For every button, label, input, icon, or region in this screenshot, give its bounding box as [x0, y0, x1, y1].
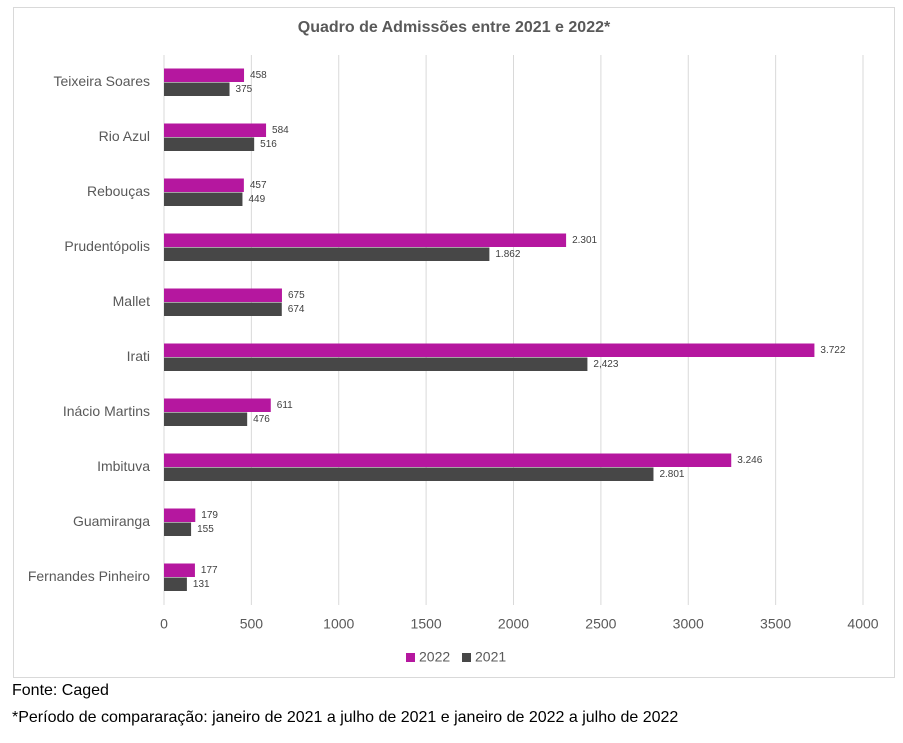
legend-swatch	[462, 653, 471, 662]
bar	[164, 302, 282, 316]
y-tick-label: Guamiranga	[73, 513, 150, 529]
x-tick-label: 1000	[323, 616, 354, 632]
value-label: 457	[250, 180, 267, 191]
source-note: Fonte: Caged	[12, 682, 109, 699]
legend-label: 2021	[475, 649, 506, 665]
value-label: 3.722	[820, 345, 845, 356]
y-tick-label: Rebouças	[87, 183, 150, 199]
bar	[164, 123, 267, 137]
value-label: 179	[201, 510, 218, 521]
value-label: 177	[201, 565, 218, 576]
value-label: 449	[248, 194, 265, 205]
value-label: 375	[236, 84, 253, 95]
bar	[164, 192, 243, 206]
y-tick-label: Rio Azul	[99, 128, 150, 144]
x-tick-label: 2000	[498, 616, 529, 632]
x-tick-label: 3000	[673, 616, 704, 632]
y-tick-label: Fernandes Pinheiro	[28, 568, 150, 584]
value-label: 611	[277, 400, 293, 411]
y-tick-label: Mallet	[113, 293, 150, 309]
value-label: 2.801	[659, 469, 684, 480]
x-tick-label: 500	[240, 616, 264, 632]
bar	[164, 467, 654, 481]
bar	[164, 412, 248, 426]
value-label: 131	[193, 579, 210, 590]
legend-swatch	[406, 653, 415, 662]
y-tick-label: Imbituva	[97, 458, 150, 474]
bar	[164, 233, 567, 247]
footnote: *Período de compararação: janeiro de 202…	[12, 709, 679, 726]
value-label: 584	[272, 125, 289, 136]
x-tick-label: 4000	[847, 616, 878, 632]
bar	[164, 247, 490, 261]
x-tick-label: 0	[160, 616, 168, 632]
y-tick-label: Inácio Martins	[63, 403, 150, 419]
bar	[164, 357, 588, 371]
bar	[164, 398, 271, 412]
value-label: 476	[253, 414, 270, 425]
x-tick-label: 2500	[585, 616, 616, 632]
value-label: 3.246	[737, 455, 762, 466]
bar	[164, 137, 255, 151]
x-tick-label: 1500	[411, 616, 442, 632]
chart-frame	[13, 7, 895, 678]
bar	[164, 522, 192, 536]
value-label: 675	[288, 290, 305, 301]
chart-title: Quadro de Admissões entre 2021 e 2022*	[298, 19, 611, 36]
y-tick-label: Irati	[127, 348, 150, 364]
chart: Quadro de Admissões entre 2021 e 2022* 0…	[13, 7, 895, 678]
legend-label: 2022	[419, 649, 450, 665]
value-label: 155	[197, 524, 214, 535]
value-label: 458	[250, 70, 267, 81]
bar	[164, 68, 245, 82]
y-tick-label: Teixeira Soares	[54, 73, 151, 89]
y-tick-label: Prudentópolis	[64, 238, 150, 254]
bar	[164, 453, 732, 467]
value-label: 516	[260, 139, 277, 150]
bar	[164, 178, 244, 192]
bar	[164, 508, 196, 522]
bar	[164, 577, 187, 591]
value-label: 674	[288, 304, 305, 315]
bar	[164, 343, 815, 357]
bar	[164, 82, 230, 96]
x-tick-label: 3500	[760, 616, 791, 632]
bar	[164, 563, 195, 577]
value-label: 2,423	[593, 359, 618, 370]
value-label: 2.301	[572, 235, 597, 246]
value-label: 1.862	[495, 249, 520, 260]
bar	[164, 288, 282, 302]
